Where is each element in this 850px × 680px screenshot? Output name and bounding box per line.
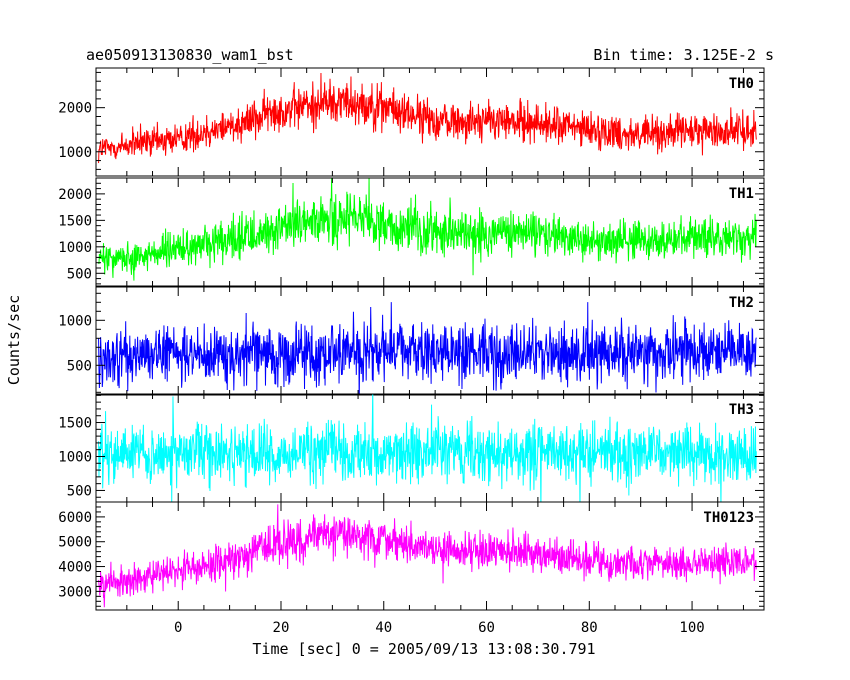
x-tick-label: 80 xyxy=(581,620,598,636)
panel-th1: 500 1000 1500 2000 TH1 xyxy=(58,177,765,287)
y-tick-label: 2000 xyxy=(58,187,92,203)
x-tick-label: 0 xyxy=(174,620,182,636)
series-th3-line xyxy=(98,394,757,502)
panel-label-th3: TH3 xyxy=(729,402,754,418)
y-tick-label: 500 xyxy=(67,266,92,282)
x-axis-label: Time [sec] 0 = 2005/09/13 13:08:30.791 xyxy=(252,640,595,658)
y-tick-label: 1000 xyxy=(58,313,92,329)
y-tick-label: 4000 xyxy=(58,560,92,576)
panel-th2: 500 1000 TH2 xyxy=(58,286,765,396)
series-th1-line xyxy=(98,178,757,281)
y-tick-label: 1000 xyxy=(58,145,92,161)
y-tick-label: 5000 xyxy=(58,535,92,551)
y-tick-label: 500 xyxy=(67,483,92,499)
y-tick-label: 500 xyxy=(67,358,92,374)
y-tick-label: 1500 xyxy=(58,213,92,229)
y-axis-label: Counts/sec xyxy=(5,295,23,385)
series-th2-line xyxy=(98,302,757,395)
series-th0-line xyxy=(98,73,757,164)
series-th0123-line xyxy=(98,504,757,608)
panel-label-th1: TH1 xyxy=(729,186,754,202)
panel-frame xyxy=(95,67,765,177)
panel-th0: 1000 2000 TH0 xyxy=(58,67,765,177)
y-tick-label: 2000 xyxy=(58,101,92,117)
panel-label-th0123: TH0123 xyxy=(703,510,754,526)
x-tick-label: 60 xyxy=(478,620,495,636)
bin-time-label: Bin time: 3.125E-2 s xyxy=(593,46,774,64)
x-tick-label: 20 xyxy=(273,620,290,636)
y-tick-label: 1000 xyxy=(58,240,92,256)
y-tick-label: 3000 xyxy=(58,584,92,600)
y-tick-label: 1500 xyxy=(58,416,92,432)
y-tick-label: 6000 xyxy=(58,510,92,526)
x-tick-label: 40 xyxy=(375,620,392,636)
panel-label-th0: TH0 xyxy=(729,76,754,92)
panel-label-th2: TH2 xyxy=(729,295,754,311)
chart-title: ae050913130830_wam1_bst xyxy=(86,46,294,64)
panel-th0123: 3000 4000 5000 6000 TH0123 xyxy=(58,501,765,611)
panel-frame xyxy=(95,177,765,287)
panel-frame xyxy=(95,286,765,396)
y-tick-label: 1000 xyxy=(58,449,92,465)
panel-th3: 500 1000 1500 TH3 xyxy=(58,393,765,503)
panel-frame xyxy=(95,501,765,611)
x-tick-label: 100 xyxy=(679,620,704,636)
